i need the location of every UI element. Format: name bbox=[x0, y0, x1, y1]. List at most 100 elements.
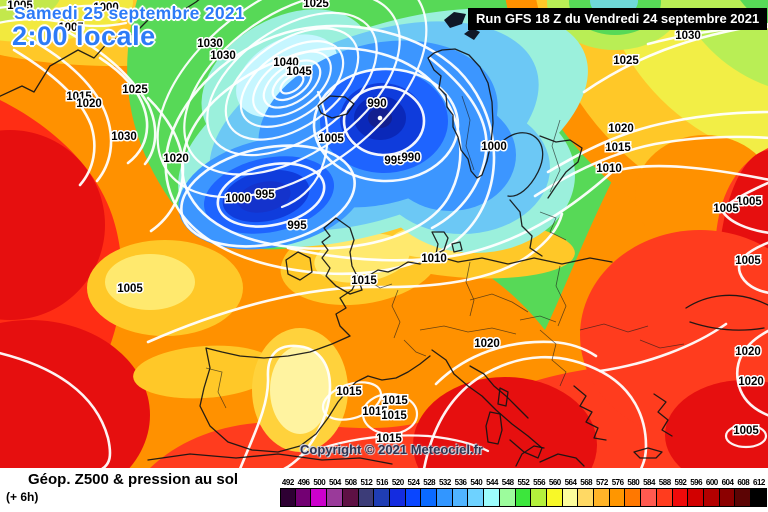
pressure-label: 1020 bbox=[738, 376, 764, 388]
isobar-contours bbox=[0, 0, 768, 468]
scale-step: 512 bbox=[357, 477, 375, 507]
coastlines bbox=[0, 0, 768, 467]
pressure-label: 1015 bbox=[381, 410, 407, 422]
scale-step: 532 bbox=[436, 477, 453, 507]
legend-bar: Géop. Z500 & pression au sol (+ 6h) 492 4… bbox=[0, 468, 768, 512]
scale-value: 552 bbox=[517, 478, 530, 487]
forecast-step: (+ 6h) bbox=[6, 490, 39, 504]
pressure-label: 1020 bbox=[76, 98, 102, 110]
scale-value: 528 bbox=[423, 478, 436, 487]
scale-value: 604 bbox=[721, 478, 734, 487]
scale-cell bbox=[702, 488, 720, 507]
scale-value: 608 bbox=[737, 478, 750, 487]
scale-cell bbox=[420, 488, 438, 507]
scale-step: 500 bbox=[310, 477, 328, 507]
scale-value: 516 bbox=[376, 478, 388, 487]
pressure-label: 1010 bbox=[596, 163, 622, 175]
scale-value: 556 bbox=[533, 478, 546, 487]
scale-value: 544 bbox=[486, 478, 498, 487]
product-title: Géop. Z500 & pression au sol bbox=[28, 471, 239, 488]
pressure-label: 1020 bbox=[735, 346, 761, 358]
color-scale: 492 496 500 504 508 512 516 520 524 528 532 536 540 5… bbox=[280, 477, 767, 507]
scale-value: 532 bbox=[438, 478, 451, 487]
scale-cell bbox=[310, 488, 328, 507]
scale-step: 580 bbox=[624, 477, 642, 507]
scale-cell bbox=[545, 488, 563, 507]
pressure-label: 1025 bbox=[303, 0, 329, 10]
scale-cell bbox=[687, 488, 704, 507]
pressure-label: 1005 bbox=[736, 196, 762, 208]
pressure-label: 1025 bbox=[613, 55, 639, 67]
scale-step: 540 bbox=[467, 477, 485, 507]
scale-value: 508 bbox=[344, 478, 357, 487]
pressure-label: 995 bbox=[255, 189, 275, 201]
scale-value: 536 bbox=[454, 478, 467, 487]
scale-cell bbox=[388, 488, 406, 507]
scale-step: 516 bbox=[373, 477, 390, 507]
scale-step: 600 bbox=[702, 477, 720, 507]
scale-step: 524 bbox=[404, 477, 422, 507]
scale-value: 540 bbox=[470, 478, 483, 487]
scale-cell bbox=[373, 488, 390, 507]
pressure-labels: 1005 100010051025103010301040104510251015… bbox=[6, 0, 766, 447]
scale-step: 544 bbox=[483, 477, 500, 507]
weather-field-svg: 1005 100010051025103010301040104510251015… bbox=[0, 0, 768, 468]
scale-cell bbox=[498, 488, 516, 507]
low-center-marker bbox=[377, 115, 383, 121]
scale-step: 596 bbox=[687, 477, 704, 507]
scale-cell bbox=[357, 488, 375, 507]
scale-cell bbox=[483, 488, 500, 507]
pressure-label: 1015 bbox=[382, 395, 408, 407]
pressure-label: 1030 bbox=[197, 38, 223, 50]
scale-cell bbox=[640, 488, 657, 507]
pressure-label: 1005 bbox=[713, 203, 739, 215]
scale-step: 556 bbox=[530, 477, 547, 507]
scale-cell bbox=[294, 488, 312, 507]
scale-value: 580 bbox=[627, 478, 640, 487]
scale-value: 612 bbox=[753, 478, 765, 487]
pressure-label: 1025 bbox=[122, 84, 148, 96]
scale-cell bbox=[608, 488, 626, 507]
scale-step: 572 bbox=[593, 477, 610, 507]
model-run-info: Run GFS 18 Z du Vendredi 24 septembre 20… bbox=[468, 8, 768, 30]
pressure-label: 1030 bbox=[675, 30, 701, 42]
pressure-label: 1000 bbox=[481, 141, 507, 153]
scale-step: 536 bbox=[451, 477, 469, 507]
pressure-label: 1010 bbox=[421, 253, 447, 265]
pressure-label: 1005 bbox=[318, 133, 344, 145]
scale-value: 492 bbox=[281, 478, 294, 487]
scale-cell bbox=[436, 488, 453, 507]
scale-cell bbox=[718, 488, 736, 507]
pressure-label: 1020 bbox=[163, 153, 189, 165]
pressure-label: 990 bbox=[367, 98, 386, 110]
pressure-label: 1030 bbox=[210, 50, 236, 62]
scale-step: 528 bbox=[420, 477, 438, 507]
scale-step: 588 bbox=[655, 477, 673, 507]
scale-cell bbox=[451, 488, 469, 507]
scale-cell bbox=[655, 488, 673, 507]
scale-value: 596 bbox=[690, 478, 703, 487]
scale-cell bbox=[750, 488, 767, 507]
pressure-label: 1005 bbox=[7, 0, 33, 12]
scale-step: 520 bbox=[388, 477, 406, 507]
pressure-label: 995 bbox=[287, 220, 307, 232]
scale-value: 592 bbox=[674, 478, 687, 487]
scale-cell bbox=[404, 488, 422, 507]
pressure-label: 1015 bbox=[336, 386, 362, 398]
map-image: 1005 1000 1005 1025 1030 1030 1040 1045 1025 1015… bbox=[0, 0, 768, 468]
scale-value: 576 bbox=[611, 478, 624, 487]
scale-step: 564 bbox=[561, 477, 579, 507]
scale-cell bbox=[624, 488, 642, 507]
pressure-label: 1005 bbox=[58, 22, 84, 34]
scale-step: 604 bbox=[718, 477, 736, 507]
scale-step: 504 bbox=[326, 477, 343, 507]
scale-step: 592 bbox=[671, 477, 689, 507]
scale-cell bbox=[577, 488, 595, 507]
scale-step: 612 bbox=[750, 477, 767, 507]
color-scale-cells: 492 496 500 504 508 512 516 520 524 528 532 536 540 5… bbox=[280, 477, 767, 507]
scale-step: 608 bbox=[734, 477, 752, 507]
scale-step: 496 bbox=[294, 477, 312, 507]
scale-value: 548 bbox=[501, 478, 514, 487]
pressure-label: 1020 bbox=[474, 338, 500, 350]
scale-value: 584 bbox=[643, 478, 655, 487]
